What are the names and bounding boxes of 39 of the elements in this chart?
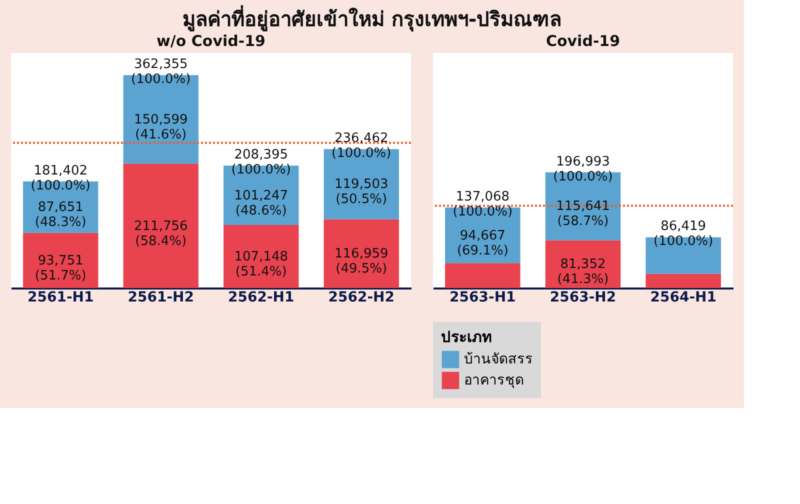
chart-title: มูลค่าที่อยู่อาศัยเข้าใหม่ กรุงเทพฯ-ปริมณฑล [182, 4, 562, 33]
total-label: 137,068 (100.0%) [452, 189, 513, 220]
data-label: 116,959 (49.5%) [334, 246, 388, 277]
data-label: 119,503 (50.5%) [334, 177, 388, 208]
data-label: 150,599 (41.6%) [134, 112, 188, 142]
bar [646, 237, 721, 274]
bar [224, 225, 299, 288]
bar [23, 232, 98, 288]
data-label: 107,148 (51.4%) [234, 250, 288, 280]
data-label: 94,667 (69.1%) [456, 228, 508, 258]
legend-label: อาคารชุด [464, 372, 524, 388]
x-tick-label: 2562-H1 [228, 290, 294, 306]
total-label: 196,993 (100.0%) [553, 154, 613, 184]
data-label: 87,651 (48.3%) [34, 200, 86, 230]
x-tick-label: 2564-H1 [650, 290, 716, 306]
legend-label: บ้านจัดสรร [464, 352, 533, 368]
total-label: 86,419 (100.0%) [653, 219, 714, 250]
bar [646, 274, 721, 288]
total-label: 208,395 (100.0%) [231, 148, 291, 178]
x-tick-label: 2562-H2 [328, 290, 394, 306]
x-tick-label: 2561-H2 [128, 290, 194, 306]
legend-title: ประเภท [441, 328, 492, 346]
total-label: 362,355 (100.0%) [131, 57, 191, 88]
chart-subtitle: w/o Covid-19 [156, 32, 266, 50]
bar [123, 164, 198, 288]
data-label: 115,641 (58.7%) [556, 199, 610, 230]
bar [445, 263, 520, 288]
chart-subtitle: Covid-19 [546, 32, 620, 50]
data-label: 81,352 (41.3%) [557, 257, 609, 288]
x-tick-label: 2563-H2 [550, 290, 616, 306]
x-tick-label: 2563-H1 [450, 290, 516, 306]
total-label: 236,462 (100.0%) [332, 131, 392, 162]
data-label: 101,247 (48.6%) [234, 188, 288, 218]
bar [324, 219, 399, 288]
data-label: 93,751 (51.7%) [34, 253, 86, 284]
data-label: 211,756 (58.4%) [134, 218, 188, 249]
total-label: 181,402 (100.0%) [30, 163, 90, 194]
x-tick-label: 2561-H1 [28, 290, 94, 306]
bar [545, 240, 621, 288]
